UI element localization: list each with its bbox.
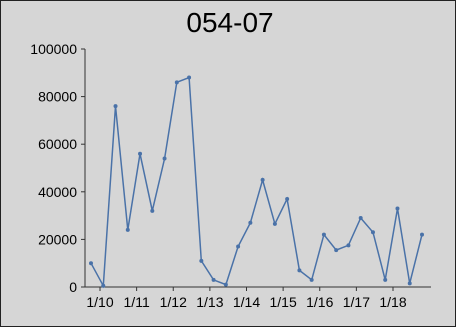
y-tick-label: 0 — [69, 279, 77, 295]
data-point — [248, 220, 253, 225]
x-tick-label: 1/18 — [379, 294, 406, 310]
chart-axes — [81, 48, 431, 291]
x-tick-label: 1/12 — [160, 294, 187, 310]
data-point — [297, 268, 302, 273]
x-tick-label: 1/17 — [343, 294, 370, 310]
x-tick-labels: 1/10 1/11 1/12 1/13 1/14 1/15 1/16 1/17 1/18 — [86, 294, 406, 310]
x-tick-label: 1/16 — [306, 294, 333, 310]
data-point — [138, 151, 143, 156]
y-tick-label: 80000 — [38, 89, 77, 105]
y-tick-label: 20000 — [38, 231, 77, 247]
data-point — [89, 261, 93, 266]
data-point — [309, 277, 314, 282]
data-point — [125, 227, 130, 232]
data-point — [101, 283, 106, 288]
data-point — [113, 104, 118, 109]
x-tick-label: 1/15 — [270, 294, 297, 310]
data-point — [407, 281, 412, 286]
series-layer — [89, 75, 424, 289]
data-point — [420, 232, 424, 237]
data-point — [260, 177, 265, 182]
data-point — [395, 206, 400, 211]
data-point — [223, 282, 228, 287]
x-tick-label: 1/10 — [86, 294, 113, 310]
data-point — [346, 243, 351, 248]
data-point — [334, 248, 339, 253]
x-tick-label: 1/13 — [196, 294, 223, 310]
data-point — [199, 258, 204, 263]
series-line — [90, 76, 423, 289]
y-tick-label: 40000 — [38, 184, 77, 200]
data-point — [358, 215, 363, 220]
data-point — [370, 230, 375, 235]
data-point — [174, 80, 179, 85]
data-point — [383, 277, 388, 282]
x-tick-label: 1/14 — [233, 294, 260, 310]
y-tick-label: 100000 — [30, 41, 77, 57]
data-point — [321, 232, 326, 237]
data-point — [211, 277, 216, 282]
data-point — [272, 221, 277, 226]
chart-title: 054-07 — [186, 7, 274, 38]
data-point — [187, 75, 192, 80]
y-tick-labels: 100000 80000 60000 40000 20000 0 — [30, 41, 77, 295]
data-point — [236, 244, 241, 249]
y-tick-label: 60000 — [38, 136, 77, 152]
data-point — [285, 196, 290, 201]
data-point — [162, 156, 167, 161]
data-point — [150, 208, 155, 213]
x-tick-label: 1/11 — [124, 294, 150, 310]
